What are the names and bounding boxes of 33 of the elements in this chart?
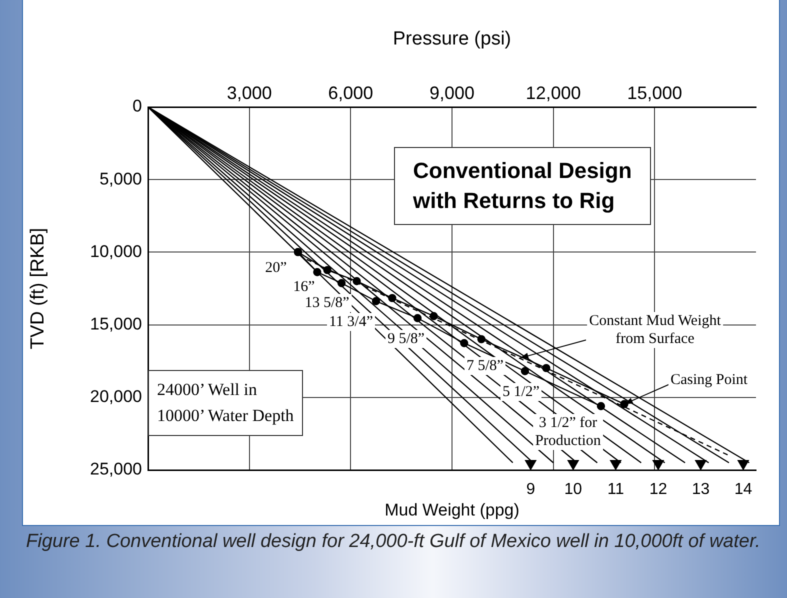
x-tick-label: 15,000	[627, 83, 682, 104]
x-tick-label: 9,000	[429, 83, 475, 104]
x-axis-title: Pressure (psi)	[392, 28, 512, 50]
annotation: 5 1/2”	[500, 383, 542, 401]
caption: Figure 1. Conventional well design for 24,000-ft Gulf of Mexico well in 10,000ft of water.	[26, 530, 762, 554]
y-tick-label: 0	[132, 96, 142, 116]
x2-tick-label: 13	[692, 481, 710, 498]
annotation: Constant Mud Weight from Surface	[587, 312, 723, 348]
x2-tick-label: 12	[649, 481, 668, 498]
x-tick-label: 6,000	[328, 83, 374, 104]
annotation: 20”	[263, 259, 289, 277]
annotation: 7 5/8”	[464, 357, 506, 375]
annotation: 24000’ Well in 10000’ Water Depth	[148, 370, 303, 436]
x2-tick-label: 11	[607, 481, 624, 498]
annotation: Casing Point	[668, 371, 750, 389]
annotation: 9 5/8”	[385, 330, 427, 348]
x2-axis-title: Mud Weight (ppg)	[384, 500, 520, 520]
annotation: Conventional Design with Returns to Rig	[394, 147, 651, 225]
y-tick-label: 25,000	[90, 460, 142, 479]
x2-tick-label: 14	[734, 481, 752, 498]
x2-tick-label: 9	[526, 481, 536, 498]
annotation: 13 5/8”	[302, 294, 352, 312]
x-tick-label: 3,000	[226, 83, 272, 104]
y-tick-label: 15,000	[90, 314, 142, 334]
y-axis-title: TVD (ft) [RKB]	[28, 228, 49, 350]
annotation: 11 3/4”	[326, 313, 376, 331]
x-tick-label: 12,000	[526, 83, 581, 104]
y-tick-label: 20,000	[90, 387, 142, 406]
annotation: 16”	[291, 278, 317, 296]
y-tick-label: 5,000	[99, 169, 142, 188]
x2-tick-label: 10	[564, 481, 582, 498]
annotation: 3 1/2” for Production	[533, 414, 603, 450]
y-tick-label: 10,000	[90, 242, 142, 261]
